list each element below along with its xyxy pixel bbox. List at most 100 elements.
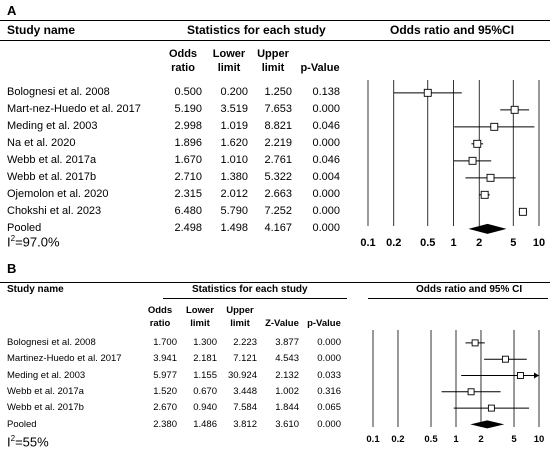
cell-lower: 1.498 — [220, 222, 248, 234]
study-name: Webb et al. 2017b — [7, 402, 84, 414]
col-header-lower-limit: Lower limit — [212, 48, 246, 74]
plot-group-header: Odds ratio and 95%CI — [390, 23, 515, 37]
cell-lower: 1.486 — [193, 418, 217, 430]
study-name: Martinez-Huedo et al. 2017 — [7, 353, 122, 365]
cell-or: 1.520 — [153, 385, 177, 397]
point-estimate-box — [423, 88, 432, 97]
cell-upper: 7.121 — [233, 353, 257, 365]
cell-p: 0.046 — [312, 154, 340, 166]
pooled-label: Pooled — [7, 418, 37, 430]
cell-lower: 1.019 — [220, 120, 248, 132]
cell-or: 1.670 — [174, 154, 202, 166]
forest-plot-panel-b: B Study name Statistics for each study O… — [0, 258, 550, 457]
forest-plot-a: 0.1 0.2 0.5 1 2 5 10 — [360, 80, 545, 249]
study-name: Chokshi et al. 2023 — [7, 205, 102, 217]
study-name: Webb et al. 2017a — [7, 385, 84, 397]
cell-lower: 0.200 — [220, 86, 248, 98]
cell-p: 0.033 — [317, 369, 341, 381]
x-tick-label: 0.1 — [366, 434, 380, 445]
cell-lower: 1.010 — [220, 154, 248, 166]
cell-p: 0.000 — [312, 137, 340, 149]
cell-p: 0.000 — [317, 337, 341, 348]
cell-or: 3.941 — [153, 353, 177, 365]
cell-p: 0.000 — [312, 222, 340, 234]
panel-label: B — [7, 261, 17, 276]
study-name: Webb et al. 2017a — [7, 154, 97, 166]
statistics-group-header: Statistics for each study — [187, 23, 326, 37]
cell-or: 2.380 — [153, 418, 177, 430]
statistics-group-rule — [163, 298, 347, 299]
col-header-upper-limit: Upper limit — [226, 305, 254, 329]
cell-or: 2.315 — [174, 188, 202, 200]
cell-upper: 2.219 — [264, 137, 292, 149]
cell-z: 4.543 — [275, 353, 299, 365]
x-tick-label: 0.2 — [386, 237, 401, 249]
cell-or: 2.710 — [174, 171, 202, 183]
cell-z: 1.002 — [275, 385, 299, 397]
point-estimate-box — [468, 156, 477, 165]
cell-p: 0.000 — [317, 353, 341, 365]
point-estimate-box — [510, 105, 519, 114]
col-header-odds-ratio: Odds ratio — [147, 305, 173, 329]
pooled-label: Pooled — [7, 222, 42, 234]
cell-upper: 7.252 — [264, 205, 292, 217]
col-header-lower-limit: Lower limit — [186, 305, 214, 329]
cell-upper: 8.821 — [264, 120, 292, 132]
col-header-p-value: p-Value — [300, 62, 340, 74]
cell-p: 0.316 — [317, 385, 341, 397]
cell-upper: 2.761 — [264, 154, 292, 166]
forest-plot-b: 0.1 0.2 0.5 1 2 5 10 — [366, 330, 544, 445]
point-estimate-box — [518, 207, 527, 216]
cell-upper: 30.924 — [227, 369, 257, 381]
cell-upper: 2.663 — [264, 188, 292, 200]
study-name: Webb et al. 2017b — [7, 171, 97, 183]
cell-p: 0.000 — [312, 103, 340, 115]
cell-z: 3.610 — [275, 418, 299, 430]
cell-upper: 3.448 — [233, 385, 257, 397]
x-tick-label: 0.5 — [420, 237, 435, 249]
cell-upper: 4.167 — [264, 222, 292, 234]
cell-p: 0.046 — [312, 120, 340, 132]
cell-upper: 2.223 — [233, 337, 257, 348]
cell-or: 2.998 — [174, 120, 202, 132]
col-header-odds-ratio: Odds ratio — [168, 48, 198, 74]
cell-upper: 3.812 — [233, 418, 257, 430]
point-estimate-box — [501, 355, 509, 363]
cell-lower: 1.620 — [220, 137, 248, 149]
study-name-header: Study name — [7, 23, 76, 37]
panel-label: A — [7, 3, 17, 18]
point-estimate-box — [471, 339, 479, 347]
cell-or: 2.670 — [153, 402, 177, 414]
cell-upper: 5.322 — [264, 171, 292, 183]
cell-lower: 5.790 — [220, 205, 248, 217]
cell-lower: 1.300 — [193, 337, 217, 348]
cell-or: 2.498 — [174, 222, 202, 234]
cell-or: 0.500 — [174, 86, 202, 98]
study-name: Mart-nez-Huedo et al. 2017 — [7, 103, 141, 115]
cell-p: 0.000 — [312, 205, 340, 217]
cell-or: 5.190 — [174, 103, 202, 115]
statistics-group-header: Statistics for each study — [192, 284, 308, 295]
cell-or: 1.896 — [174, 137, 202, 149]
cell-or: 6.480 — [174, 205, 202, 217]
point-estimate-box — [516, 372, 524, 379]
cell-lower: 0.670 — [193, 385, 217, 397]
col-header-p-value: p-Value — [307, 318, 341, 329]
cell-p: 0.004 — [312, 171, 340, 183]
cell-or: 1.700 — [153, 337, 177, 348]
x-tick-label: 0.1 — [360, 237, 375, 249]
x-tick-label: 0.2 — [391, 434, 404, 445]
cell-z: 3.877 — [275, 337, 299, 348]
cell-lower: 0.940 — [193, 402, 217, 414]
x-tick-label: 2 — [476, 237, 482, 249]
cell-upper: 1.250 — [264, 86, 292, 98]
point-estimate-box — [480, 190, 489, 199]
study-name: Bolognesi et al. 2008 — [7, 337, 96, 348]
col-header-upper-limit: Upper limit — [257, 48, 289, 74]
ci-arrow — [534, 372, 539, 379]
cell-or: 5.977 — [153, 369, 177, 381]
study-name-header: Study name — [7, 284, 64, 295]
cell-p: 0.138 — [312, 86, 340, 98]
cell-p: 0.000 — [317, 418, 341, 430]
study-name: Meding et al. 2003 — [7, 120, 98, 132]
